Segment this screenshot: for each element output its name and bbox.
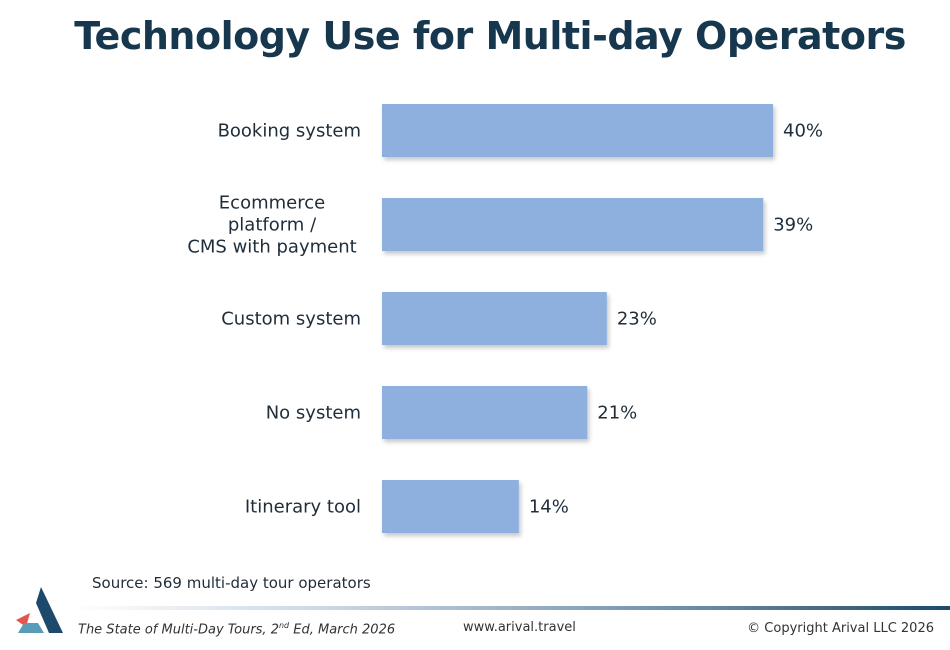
category-label-line: Itinerary tool	[245, 497, 361, 518]
category-label: Booking system	[218, 121, 361, 142]
category-label-line: Ecommerce	[219, 193, 325, 214]
bar	[382, 292, 607, 345]
bar	[382, 480, 519, 533]
footer-divider	[70, 606, 950, 610]
category-label-line: No system	[266, 403, 361, 424]
arival-logo-icon	[16, 587, 63, 633]
value-label: 21%	[597, 403, 637, 424]
category-label-line: CMS with payment	[187, 237, 356, 258]
value-label: 40%	[783, 121, 823, 142]
category-label: Ecommerce platform / CMS with payment	[187, 193, 356, 258]
category-label: Custom system	[221, 309, 361, 330]
category-label-line: platform /	[228, 215, 317, 236]
category-label-line: Booking system	[218, 121, 361, 142]
publication-info: The State of Multi-Day Tours, 2nd Ed, Ma…	[78, 621, 395, 637]
copyright-text: © Copyright Arival LLC 2026	[747, 621, 934, 636]
chart-title: Technology Use for Multi-day Operators	[74, 14, 906, 58]
publication-prefix: The State of Multi-Day Tours, 2	[78, 622, 279, 638]
category-label: Itinerary tool	[245, 497, 361, 518]
bar	[382, 104, 773, 157]
category-label: No system	[266, 403, 361, 424]
value-label: 14%	[529, 497, 569, 518]
value-label: 23%	[617, 309, 657, 330]
source-note: Source: 569 multi-day tour operators	[92, 574, 371, 592]
bar	[382, 198, 764, 251]
bar	[382, 386, 588, 439]
publication-suffix: Ed, March 2026	[289, 622, 396, 638]
website-link[interactable]: www.arival.travel	[463, 620, 576, 635]
category-label-line: Custom system	[221, 309, 361, 330]
publication-sup: nd	[278, 621, 290, 630]
value-label: 39%	[773, 215, 813, 236]
